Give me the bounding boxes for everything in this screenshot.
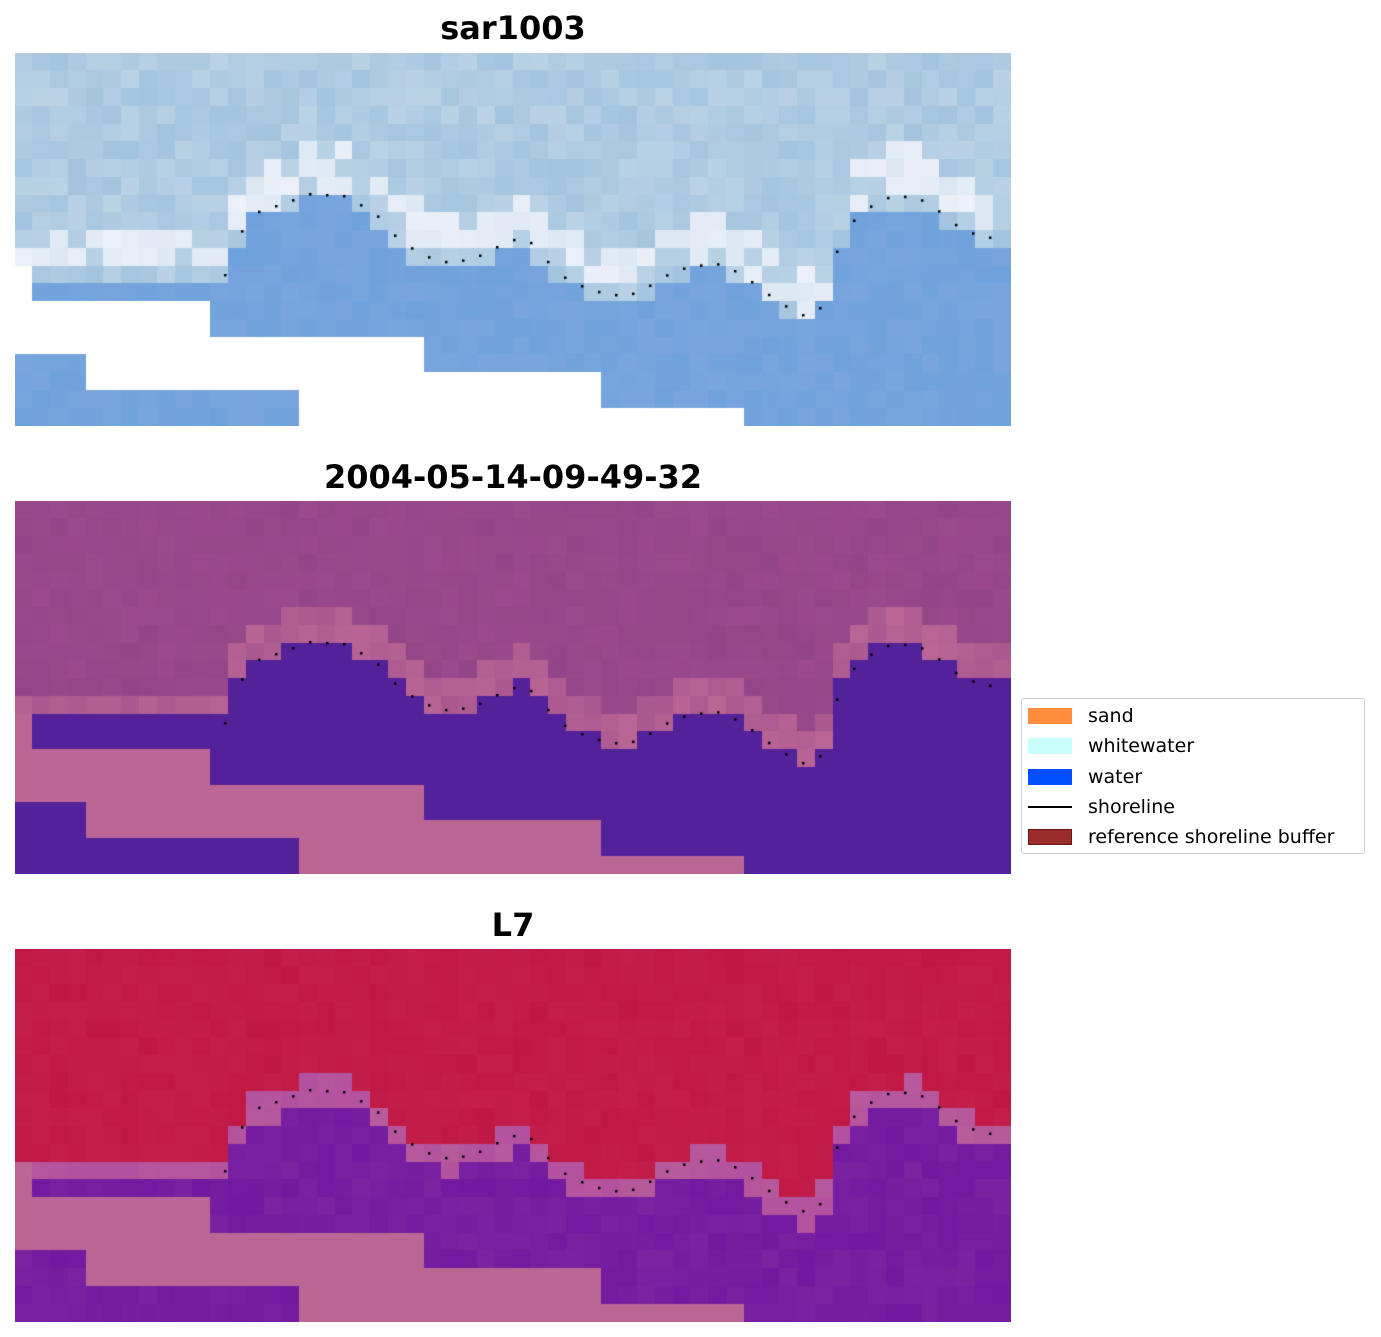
- buffer-swatch: [1028, 829, 1072, 845]
- panel-title-3: L7: [491, 906, 535, 944]
- water-swatch: [1028, 769, 1072, 785]
- whitewater-swatch: [1028, 738, 1072, 754]
- legend-item-sand: sand: [1028, 705, 1134, 727]
- legend-label: reference shoreline buffer: [1088, 826, 1335, 848]
- legend-item-shoreline: shoreline: [1028, 796, 1175, 818]
- panel-image-2: [15, 501, 1011, 874]
- legend-item-whitewater: whitewater: [1028, 735, 1194, 757]
- legend: sand whitewater water shoreline referenc…: [1021, 698, 1365, 854]
- legend-item-reference-shoreline-buffer: reference shoreline buffer: [1028, 826, 1334, 848]
- legend-label: water: [1088, 766, 1143, 788]
- sand-swatch: [1028, 708, 1072, 724]
- shoreline-line-swatch: [1028, 806, 1072, 808]
- legend-label: whitewater: [1088, 735, 1195, 757]
- panel-image-3: [15, 949, 1011, 1322]
- legend-label: sand: [1088, 705, 1134, 727]
- panel-image-1: [15, 53, 1011, 426]
- panel-title-1: sar1003: [440, 9, 586, 47]
- legend-item-water: water: [1028, 766, 1142, 788]
- legend-label: shoreline: [1088, 796, 1175, 818]
- panel-title-2: 2004-05-14-09-49-32: [323, 458, 703, 496]
